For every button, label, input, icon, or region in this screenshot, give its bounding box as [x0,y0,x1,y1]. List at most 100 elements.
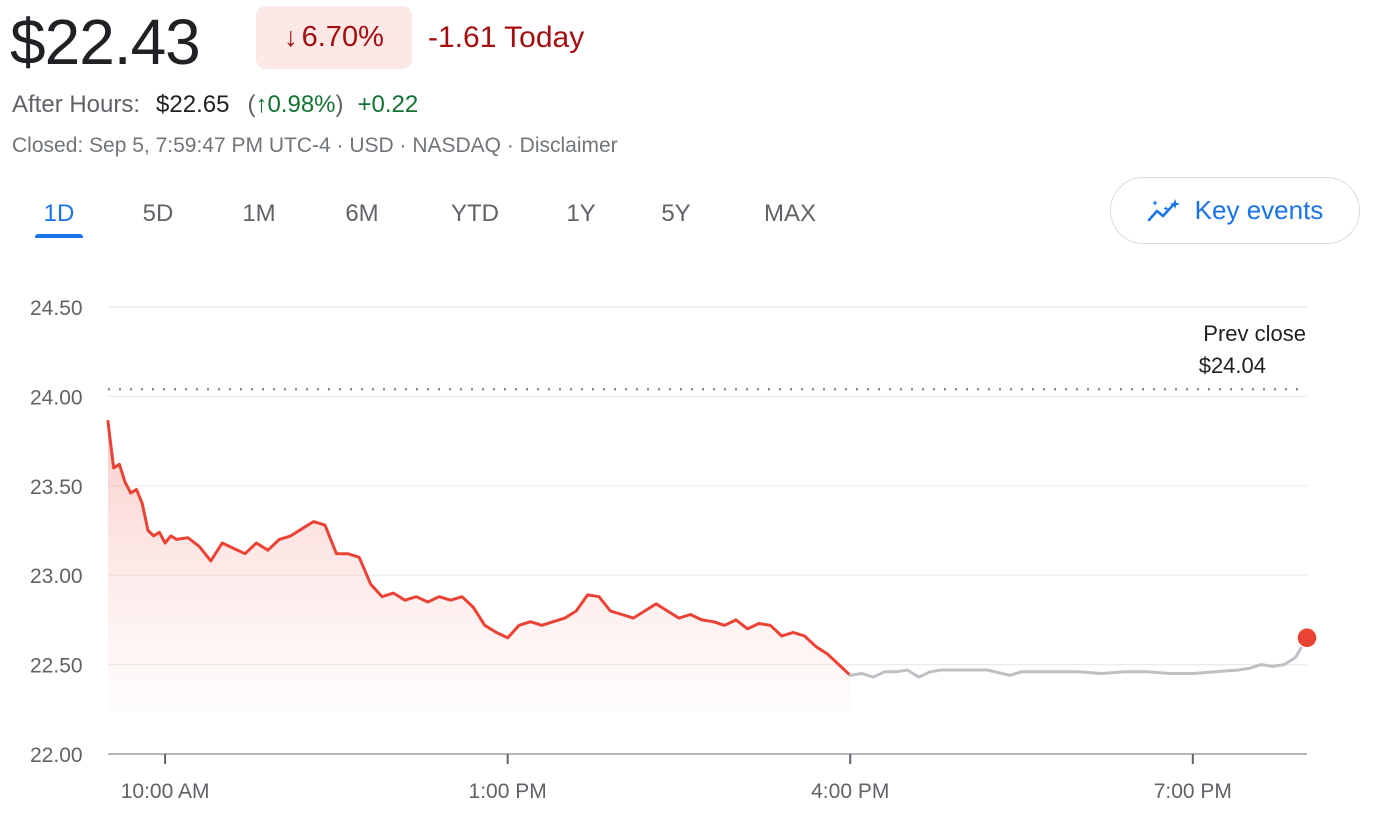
data-point [388,588,398,598]
data-point [663,606,673,616]
y-tick-label: 23.50 [30,476,83,499]
data-point [377,592,387,602]
data-point [1074,667,1084,677]
data-point [217,538,227,548]
prev-close-value: $24.04 [1199,353,1266,378]
data-point [811,642,821,652]
active-tab-indicator [35,234,83,238]
data-point [845,670,855,680]
extended-session-line [848,636,1309,679]
tab-1d[interactable]: 1D [43,200,75,227]
data-point [480,620,490,630]
data-point [1256,660,1266,670]
data-point [777,631,787,641]
data-point [320,520,330,530]
data-point [114,459,124,469]
data-point [468,602,478,612]
tab-5y[interactable]: 5Y [661,200,691,227]
market-meta-info[interactable]: Closed: Sep 5, 7:59:47 PM UTC-4 · USD · … [12,134,618,157]
data-point [628,613,638,623]
data-point [548,617,558,627]
data-point [1165,669,1175,679]
data-point [594,592,604,602]
data-point [1233,665,1243,675]
data-point [137,499,147,509]
data-point [674,613,684,623]
data-point [571,606,581,616]
data-point [1245,663,1255,673]
prev-close-label: Prev close [1203,321,1306,346]
tab-5d[interactable]: 5D [142,200,174,227]
data-point [1096,669,1106,679]
tab-1m[interactable]: 1M [242,200,276,227]
y-tick-label: 24.00 [30,386,83,409]
data-point [822,649,832,659]
data-point [879,667,889,677]
key-events-button[interactable]: Key events [1110,177,1360,244]
data-point [834,660,844,670]
data-point [788,627,798,637]
x-tick-label: 10:00 AM [121,780,210,803]
tab-ytd[interactable]: YTD [451,200,499,227]
data-point [172,534,182,544]
data-point [206,556,216,566]
data-point [937,665,947,675]
data-point [605,606,615,616]
data-point [685,610,695,620]
data-point [194,542,204,552]
data-point [925,667,935,677]
tab-1y[interactable]: 1Y [566,200,596,227]
data-point [183,533,193,543]
time-range-tabs: 1D 5D 1M 6M YTD 1Y 5Y MAX [0,190,900,240]
data-point [400,595,410,605]
data-point [1028,667,1038,677]
data-point [1211,667,1221,677]
data-point [132,484,142,494]
data-point [857,669,867,679]
x-tick-label: 7:00 PM [1154,780,1232,803]
today-change: -1.61 Today [428,21,585,54]
data-point [274,534,284,544]
x-tick-label: 1:00 PM [469,780,547,803]
data-point [1017,667,1027,677]
data-point [697,615,707,625]
data-point [537,620,547,630]
data-point [583,590,593,600]
data-point [343,549,353,559]
data-point [914,672,924,682]
tab-6m[interactable]: 6M [345,200,379,227]
y-tick-label: 23.00 [30,565,83,588]
data-point [1119,667,1129,677]
after-hours-row: After Hours: $22.65 ( ↑ 0.98% ) +0.22 [12,88,418,122]
data-point [754,618,764,628]
change-percent: 6.70% [301,21,384,53]
data-point [286,531,296,541]
data-point [731,615,741,625]
data-point [120,477,130,487]
tab-max[interactable]: MAX [763,200,816,227]
data-point [263,545,273,555]
data-point [891,667,901,677]
data-point [720,620,730,630]
arrow-down-icon: ↓ [284,22,298,52]
last-price-dot [1296,627,1318,649]
after-hours-percent: 0.98% [267,91,336,118]
change-percent-badge: ↓ 6.70% [256,6,412,69]
data-point [708,617,718,627]
data-point [742,624,752,634]
data-point [1291,652,1301,662]
y-tick-label: 22.50 [30,655,83,678]
data-point [959,665,969,675]
data-point [765,620,775,630]
arrow-up-icon: ↑ [255,91,268,118]
data-point [1188,669,1198,679]
data-point [868,672,878,682]
data-point [354,552,364,562]
data-point [411,592,421,602]
data-point [240,549,250,559]
data-point [251,538,261,548]
data-point [514,620,524,630]
data-point [902,665,912,675]
